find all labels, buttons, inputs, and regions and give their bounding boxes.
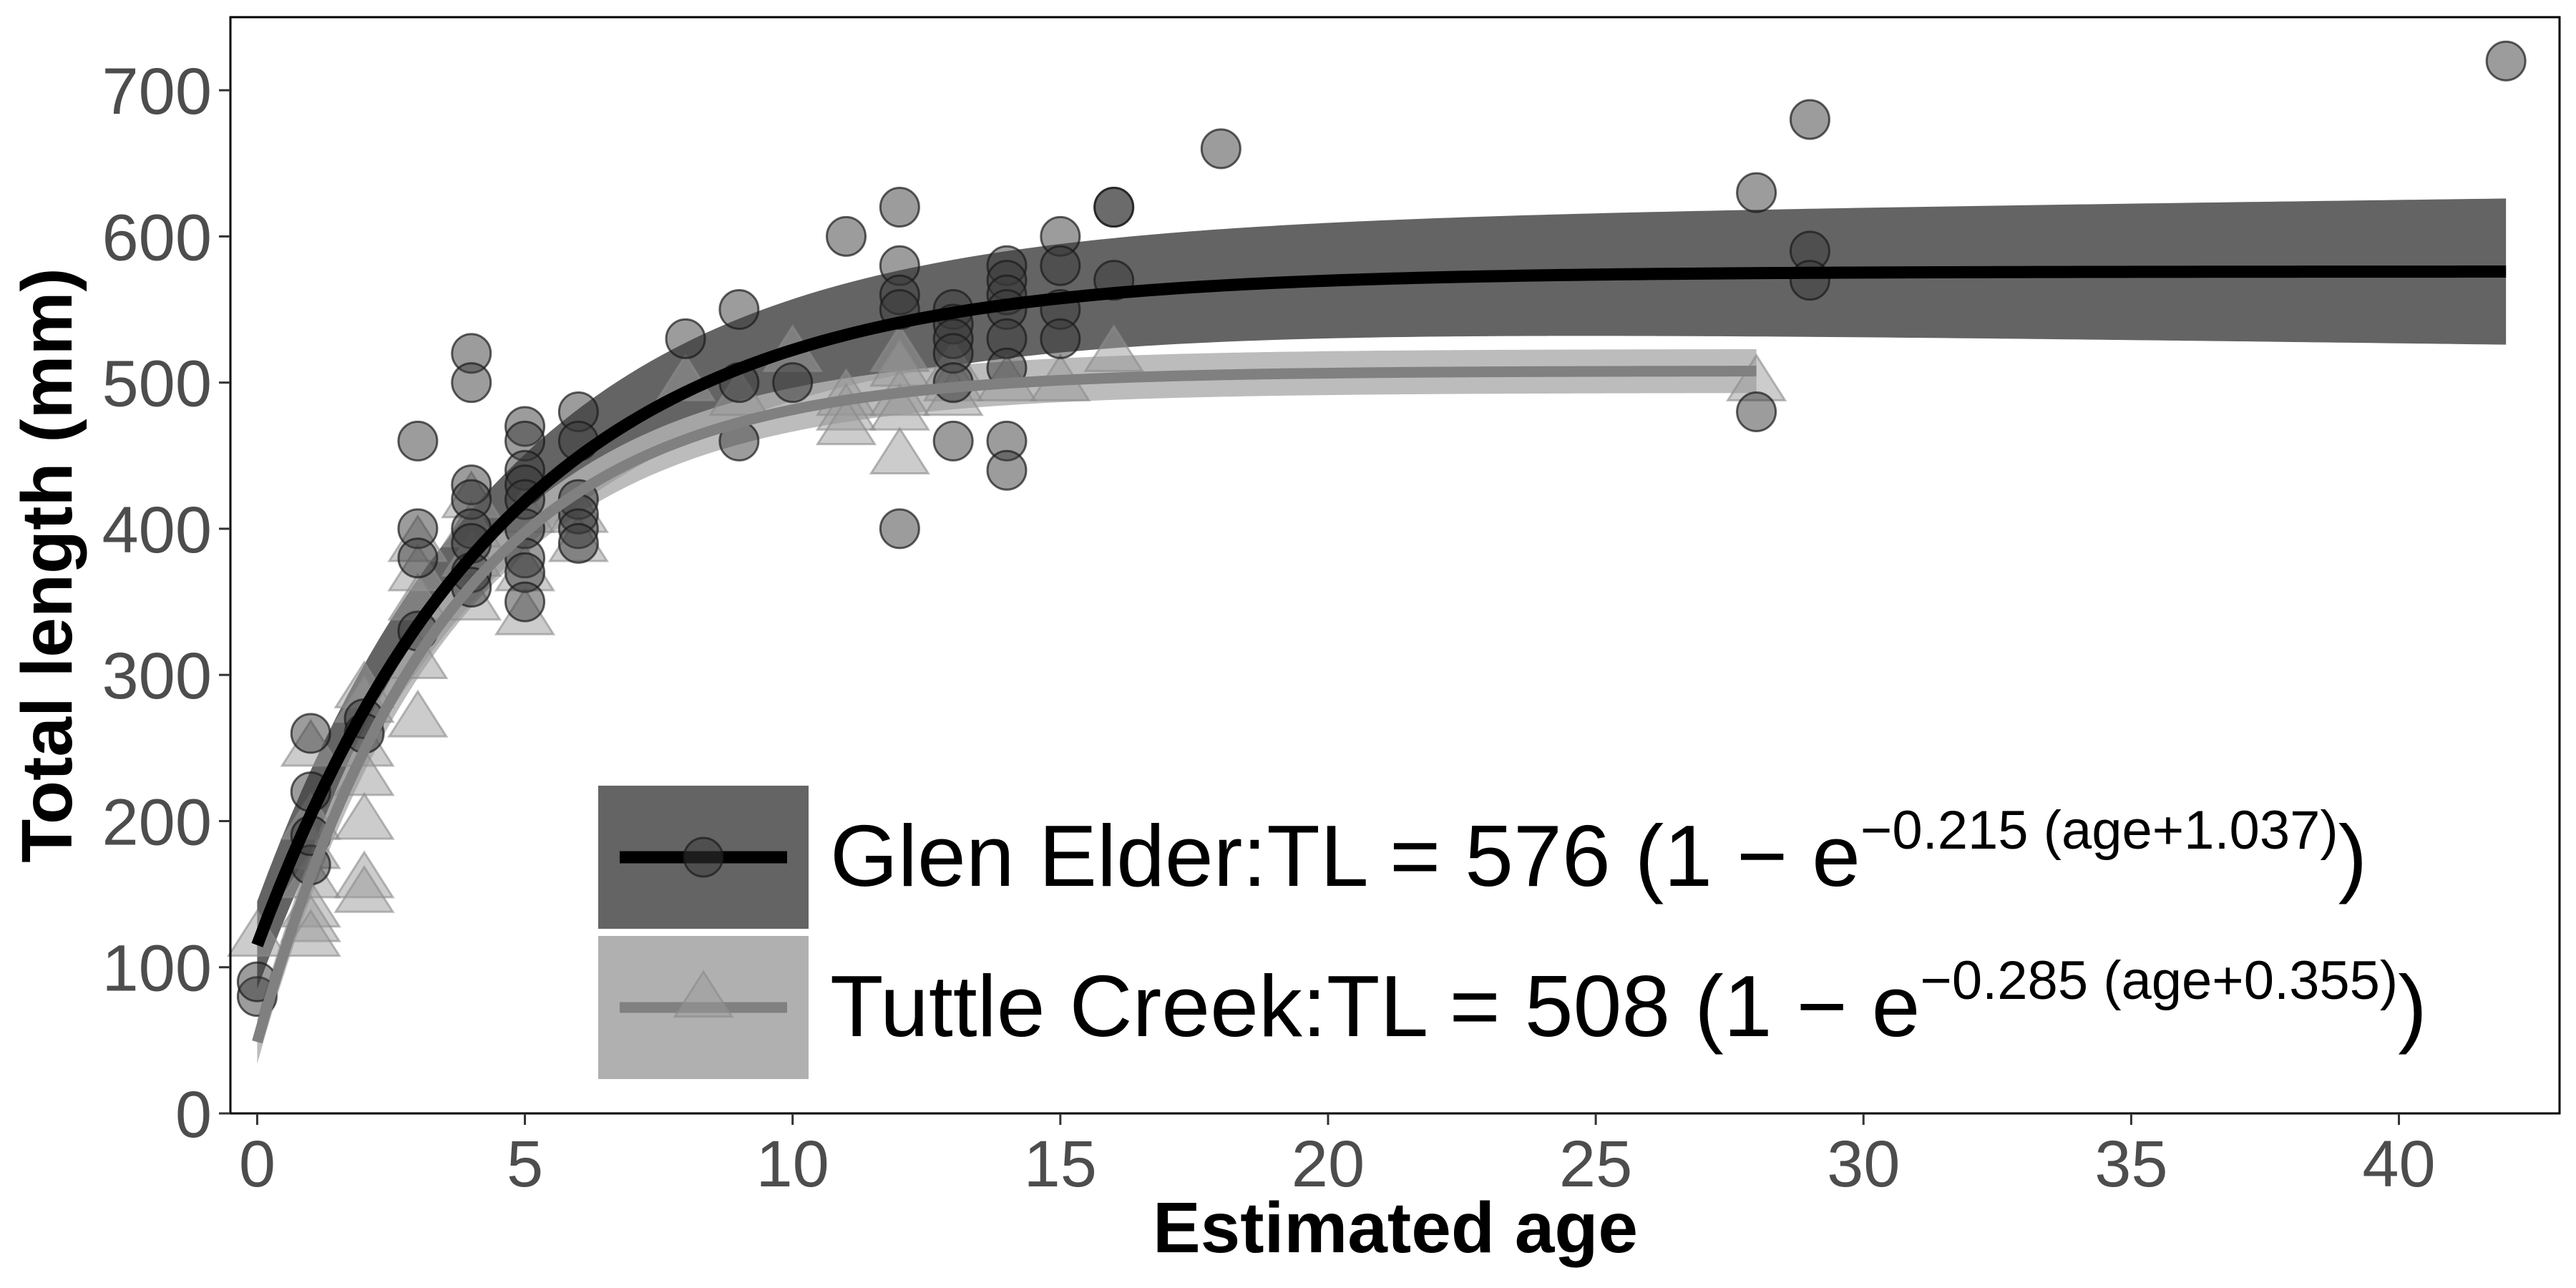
data-point-glen-elder — [932, 420, 974, 462]
y-tick-label: 100 — [102, 932, 213, 1005]
y-tick-label: 600 — [102, 201, 213, 274]
data-point-glen-elder — [1736, 172, 1777, 213]
data-point-tuttle-creek — [387, 689, 449, 738]
data-point-glen-elder — [557, 522, 599, 564]
fit-curve-glen-elder — [251, 265, 2507, 947]
x-tick-label: 40 — [2362, 1128, 2435, 1201]
data-point-glen-elder — [1736, 391, 1777, 433]
x-axis-ticks: 0 5 10 15 20 25 30 35 40 — [239, 1113, 2436, 1201]
data-point-tuttle-creek — [815, 397, 877, 446]
plot-background — [230, 17, 2560, 1113]
data-point-glen-elder — [1040, 318, 1081, 359]
x-tick-label: 0 — [239, 1128, 275, 1201]
data-point-glen-elder — [879, 187, 920, 228]
x-tick-label: 10 — [756, 1128, 829, 1201]
legend: Glen Elder:TL = 576 (1 − e−0.215 (age+1.… — [598, 786, 2427, 1079]
data-point-tuttle-creek — [280, 909, 341, 957]
legend-label-tuttle-creek: Tuttle Creek:TL = 508 (1 − e−0.285 (age+… — [830, 950, 2427, 1055]
y-tick-label: 0 — [175, 1078, 212, 1151]
legend-marker-circle — [683, 836, 724, 878]
y-axis-ticks: 0 100 200 300 400 500 600 700 — [102, 55, 230, 1151]
data-point-glen-elder — [826, 215, 867, 257]
data-point-glen-elder — [2485, 40, 2527, 82]
data-point-glen-elder — [397, 537, 439, 579]
data-point-glen-elder — [1200, 128, 1241, 170]
y-axis-title: Total length (mm) — [7, 268, 87, 862]
data-point-glen-elder — [665, 318, 706, 359]
data-point-glen-elder — [290, 713, 331, 754]
y-tick-label: 500 — [102, 348, 213, 421]
legend-marker-triangle — [673, 970, 734, 1018]
data-point-tuttle-creek — [333, 791, 395, 840]
x-tick-label: 25 — [1559, 1128, 1632, 1201]
x-tick-label: 35 — [2094, 1128, 2167, 1201]
data-point-tuttle-creek — [1083, 324, 1145, 373]
legend-label-glen-elder: Glen Elder:TL = 576 (1 − e−0.215 (age+1.… — [830, 800, 2367, 904]
x-tick-label: 15 — [1024, 1128, 1097, 1201]
x-axis-title: Estimated age — [1153, 1188, 1638, 1268]
data-point-glen-elder — [718, 289, 760, 331]
x-tick-label: 30 — [1827, 1128, 1900, 1201]
fit-curve-tuttle-creek — [252, 366, 1757, 1044]
y-tick-label: 700 — [102, 55, 213, 128]
x-tick-label: 20 — [1292, 1128, 1365, 1201]
data-point-glen-elder — [986, 449, 1028, 491]
data-point-tuttle-creek — [869, 426, 930, 474]
fitted-curves — [251, 265, 2507, 1044]
plot-border — [229, 16, 2561, 1115]
data-point-glen-elder — [1789, 99, 1830, 140]
x-tick-label: 5 — [507, 1128, 543, 1201]
y-tick-label: 300 — [102, 640, 213, 713]
data-point-glen-elder — [451, 362, 492, 404]
data-point-glen-elder — [1040, 245, 1081, 286]
data-point-glen-elder — [772, 362, 814, 404]
data-point-glen-elder — [397, 420, 439, 462]
data-point-glen-elder — [504, 581, 546, 623]
data-point-glen-elder — [1093, 187, 1135, 228]
data-point-tuttle-creek — [333, 864, 395, 913]
data-point-glen-elder — [879, 508, 920, 550]
y-tick-label: 400 — [102, 494, 213, 567]
y-tick-label: 200 — [102, 786, 213, 859]
